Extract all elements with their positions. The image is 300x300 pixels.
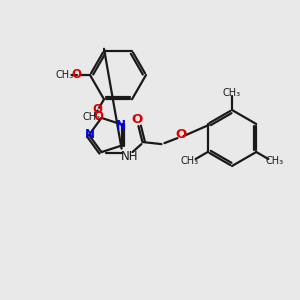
Text: O: O [71, 68, 81, 82]
Text: O: O [132, 112, 143, 126]
Text: O: O [176, 128, 187, 141]
Text: CH₃: CH₃ [82, 112, 100, 122]
Text: CH₃: CH₃ [223, 88, 241, 98]
Text: N: N [85, 128, 95, 140]
Text: N: N [116, 119, 126, 132]
Text: CH₃: CH₃ [266, 155, 284, 166]
Text: NH: NH [121, 150, 138, 163]
Text: O: O [93, 110, 103, 123]
Text: O: O [92, 103, 102, 116]
Text: CH₃: CH₃ [181, 155, 199, 166]
Text: CH₃: CH₃ [56, 70, 74, 80]
